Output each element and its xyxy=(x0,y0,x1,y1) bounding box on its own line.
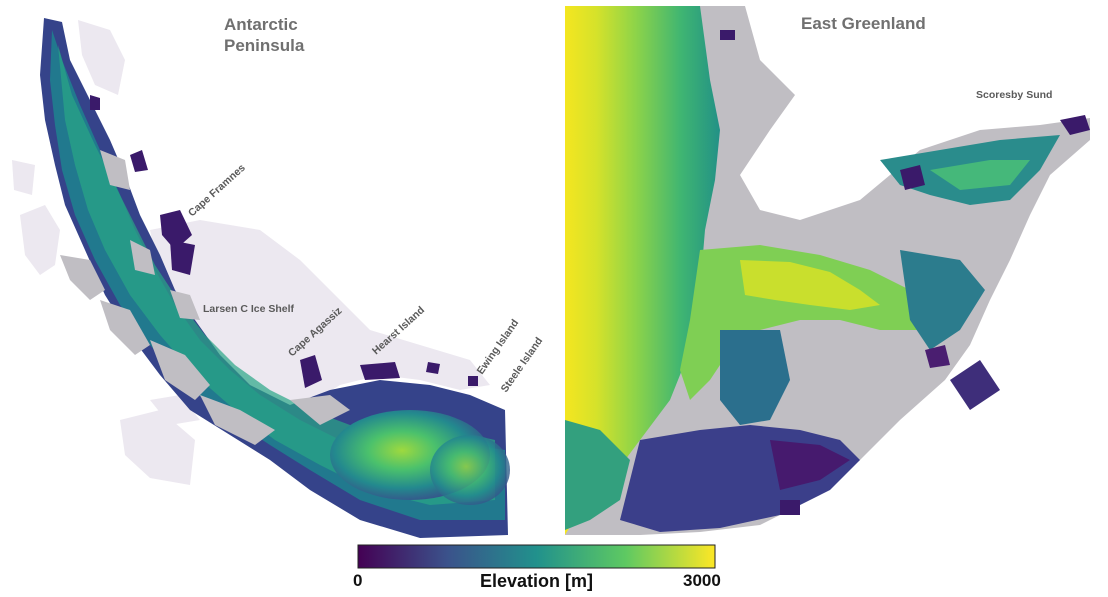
panel-title-line-1: Antarctic xyxy=(224,15,298,34)
label-scoresby-sund: Scoresby Sund xyxy=(976,89,1052,101)
no-data-areas xyxy=(60,150,350,445)
dark-islands xyxy=(90,95,478,388)
label-larsen-c-ice-shelf: Larsen C Ice Shelf xyxy=(203,303,295,315)
coastal-islands xyxy=(720,30,1090,515)
colorbar-gradient xyxy=(357,544,716,569)
panel-title-line-2: Peninsula xyxy=(224,36,305,55)
panel-title-east-greenland: East Greenland xyxy=(801,14,926,33)
panel-antarctic-peninsula: Antarctic Peninsula Cape Framnes Larsen … xyxy=(12,15,545,538)
peninsula-spine xyxy=(40,18,508,538)
colorbar: 0 Elevation [m] 3000 xyxy=(353,544,721,591)
colorbar-max-label: 3000 xyxy=(683,571,721,590)
colorbar-min-label: 0 xyxy=(353,571,362,590)
colorbar-title: Elevation [m] xyxy=(480,571,593,591)
label-cape-framnes: Cape Framnes xyxy=(186,162,248,219)
panel-east-greenland: East Greenland Scoresby Sund xyxy=(565,6,1090,535)
